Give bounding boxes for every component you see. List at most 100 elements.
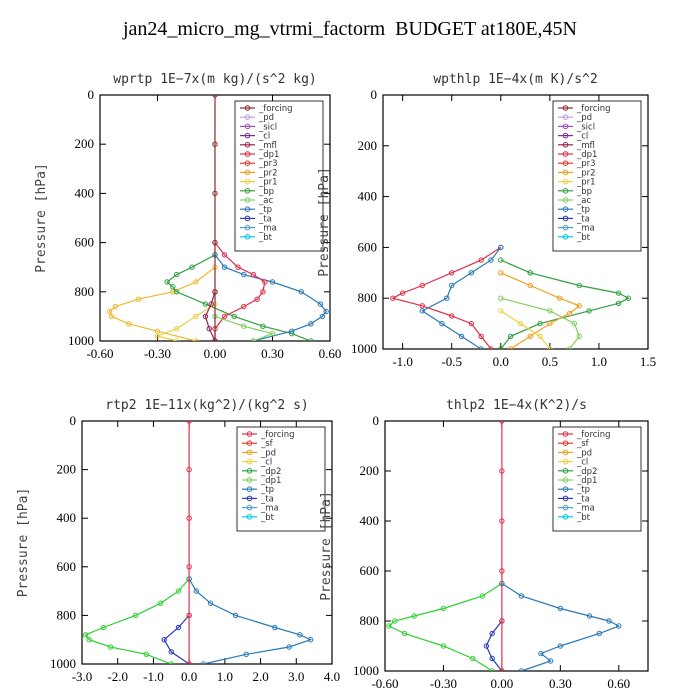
y-tick-label: 600	[360, 563, 380, 578]
legend-entry: _ta	[258, 214, 272, 224]
x-tick-label: 0.00	[204, 346, 227, 361]
legend-marker	[244, 197, 251, 203]
data-point	[547, 346, 553, 349]
data-point	[458, 333, 465, 339]
x-tick-label: 1.0	[591, 354, 607, 369]
legend-entry: _tp	[258, 205, 272, 215]
x-tick-label: 0.60	[607, 676, 630, 691]
x-tick-label: -0.5	[441, 354, 462, 369]
data-point	[386, 623, 392, 629]
x-tick-label: -0.30	[430, 676, 457, 691]
legend-marker	[246, 504, 253, 511]
legend-entry: _tp	[576, 485, 590, 495]
data-point	[132, 612, 139, 619]
data-point	[107, 644, 114, 650]
data-point	[193, 313, 199, 320]
data-point	[186, 661, 192, 664]
x-tick-label: 0.5	[542, 354, 558, 369]
plot-frame	[382, 94, 649, 350]
data-point	[288, 328, 295, 334]
data-point	[250, 338, 257, 341]
data-point	[212, 141, 218, 147]
series-line-dp2	[84, 578, 190, 664]
y-tick-label: 200	[75, 136, 95, 151]
legend-entry: _pd	[576, 113, 592, 123]
data-point	[489, 655, 495, 662]
data-point	[269, 330, 276, 337]
data-point	[221, 313, 228, 320]
legend-marker	[244, 142, 251, 148]
data-point	[399, 290, 406, 296]
data-point	[241, 303, 247, 310]
legend-entry: _dp2	[576, 467, 597, 477]
legend-entry: _pr3	[258, 159, 278, 169]
data-point	[468, 270, 475, 276]
series-line-dp1	[214, 242, 266, 341]
data-point	[297, 632, 303, 638]
panel-title: wprtp 1E−7x(m kg)/(s^2 kg)	[113, 72, 317, 87]
data-point	[469, 655, 476, 662]
legend-entry: _ta	[576, 214, 590, 224]
x-tick-label: 1.0	[217, 669, 233, 684]
y-axis-label: Pressure [hPa]	[319, 491, 334, 601]
series-line-pr2	[500, 272, 581, 349]
data-point	[488, 257, 494, 263]
legend-entry: _pr1	[576, 178, 596, 188]
legend-marker	[246, 477, 253, 483]
x-tick-label: 0.60	[319, 346, 342, 361]
data-point	[212, 190, 218, 197]
legend-marker	[562, 504, 569, 511]
y-tick-label: 200	[360, 463, 380, 478]
legend-marker	[562, 188, 569, 194]
main-title: jan24_micro_mg_vtrmi_factorm BUDGET at18…	[123, 18, 577, 40]
y-tick-label: 1000	[351, 341, 377, 356]
data-point	[308, 338, 314, 341]
legend-marker	[246, 449, 253, 456]
y-tick-label: 400	[358, 189, 378, 204]
series-line-ta	[485, 620, 503, 671]
data-point	[498, 244, 504, 251]
series-line-dp2	[387, 582, 503, 671]
plot-area	[82, 421, 314, 664]
data-point	[241, 271, 247, 278]
legend-entry: _mfl	[576, 141, 595, 151]
y-tick-label: 200	[358, 138, 378, 153]
legend-marker	[562, 458, 569, 465]
legend-marker	[562, 224, 569, 231]
legend-marker	[562, 440, 569, 447]
data-point	[518, 593, 525, 599]
data-point	[186, 466, 192, 473]
data-point	[126, 321, 132, 327]
series-line-ac	[214, 315, 275, 341]
data-point	[212, 338, 218, 341]
data-point	[390, 295, 396, 301]
legend-marker	[244, 206, 251, 212]
plot-area	[390, 244, 632, 349]
legend-entry: _sf	[260, 439, 274, 449]
legend-marker	[562, 105, 569, 111]
legend-marker	[562, 114, 569, 120]
data-point	[507, 333, 514, 339]
y-tick-label: 800	[358, 290, 378, 305]
data-point	[557, 605, 564, 612]
data-point	[173, 338, 180, 341]
y-axis-label: Pressure [hPa]	[317, 167, 332, 277]
data-point	[527, 333, 533, 339]
data-point	[547, 320, 553, 327]
legend-marker	[562, 151, 569, 157]
legend-marker	[246, 495, 253, 502]
x-tick-label: 1.5	[640, 354, 656, 369]
data-point	[232, 612, 239, 619]
data-point	[319, 313, 326, 320]
data-point	[498, 346, 504, 349]
data-point	[507, 346, 514, 349]
legend-entry: _dp1	[576, 150, 597, 160]
y-tick-label: 200	[57, 462, 77, 477]
data-point	[419, 308, 425, 314]
data-point	[411, 613, 417, 619]
y-tick-label: 800	[57, 607, 77, 622]
data-point	[625, 295, 632, 301]
data-point	[143, 651, 149, 657]
legend-entry: _bt	[576, 233, 591, 243]
data-point	[615, 300, 622, 306]
